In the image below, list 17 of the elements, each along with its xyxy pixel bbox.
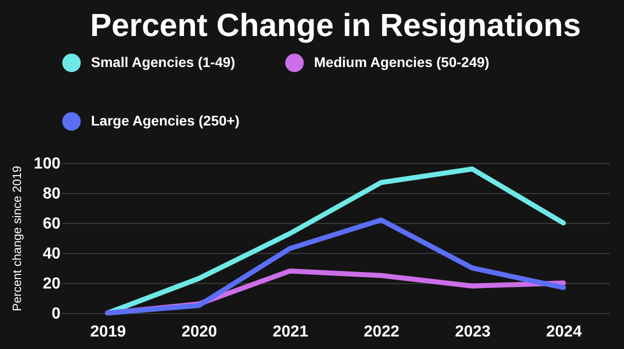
x-tick-label: 2023 [454,324,491,340]
y-axis-title: Percent change since 2019 [10,165,24,312]
x-tick-label: 2022 [364,324,400,340]
x-tick-label: 2024 [546,324,582,340]
x-tick-label: 2020 [181,324,218,340]
y-tick-label: 20 [42,276,61,292]
y-tick-label: 80 [42,186,61,202]
legend-label: Large Agencies (250+) [91,112,240,128]
y-tick-label: 100 [34,156,61,172]
y-tick-label: 0 [52,306,61,322]
chart-title: Percent Change in Resignations [90,7,581,43]
y-tick-label: 60 [42,216,61,232]
legend-label: Medium Agencies (50-249) [314,54,490,70]
legend-label: Small Agencies (1-49) [91,54,236,70]
x-tick-label: 2019 [90,324,126,340]
y-tick-label: 40 [42,246,61,262]
x-tick-label: 2021 [272,324,308,340]
